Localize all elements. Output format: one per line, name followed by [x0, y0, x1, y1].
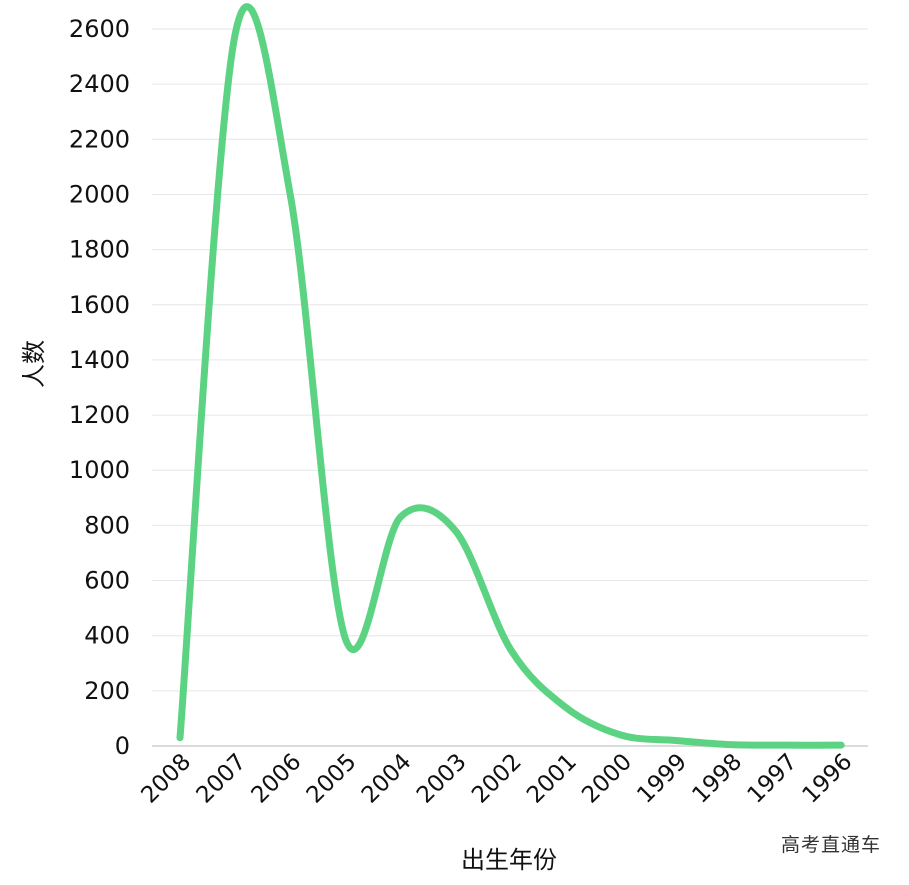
y-tick-label: 2600	[69, 15, 130, 43]
y-tick-label: 200	[84, 677, 130, 705]
x-tick-label: 2006	[247, 749, 307, 809]
y-tick-label: 600	[84, 567, 130, 595]
y-tick-label: 1600	[69, 291, 130, 319]
x-tick-label: 1996	[798, 749, 858, 809]
watermark: 高考直通车	[780, 834, 881, 856]
series-line	[176, 3, 845, 749]
y-tick-label: 1400	[69, 346, 130, 374]
x-tick-label: 2007	[192, 749, 252, 809]
y-tick-label: 800	[84, 511, 130, 539]
y-tick-label: 1800	[69, 236, 130, 264]
y-tick-label: 0	[115, 732, 130, 760]
x-axis-title: 出生年份	[461, 846, 557, 874]
y-tick-labels: 0 200 400 600 800 1000 1200 1400 1600 1800 2000 220…	[69, 15, 130, 760]
y-tick-label: 2000	[69, 180, 130, 208]
x-tick-label: 2001	[522, 749, 582, 809]
y-tick-label: 1000	[69, 456, 130, 484]
y-tick-label: 1200	[69, 401, 130, 429]
y-axis-title: 人数	[20, 340, 48, 388]
x-tick-label: 2005	[302, 749, 362, 809]
x-tick-label: 2003	[412, 749, 472, 809]
x-tick-label: 2008	[136, 749, 196, 809]
y-tick-label: 2400	[69, 70, 130, 98]
grid-lines	[152, 28, 868, 747]
x-tick-labels: 2008200720062005200420032002200120001999…	[136, 749, 857, 809]
x-tick-label: 2002	[467, 749, 527, 809]
x-tick-label: 1998	[687, 749, 747, 809]
x-tick-label: 1999	[632, 749, 692, 809]
y-tick-label: 2200	[69, 125, 130, 153]
x-tick-label: 2000	[577, 749, 637, 809]
x-tick-label: 2004	[357, 749, 417, 809]
y-tick-label: 400	[84, 622, 130, 650]
x-tick-label: 1997	[743, 749, 803, 809]
